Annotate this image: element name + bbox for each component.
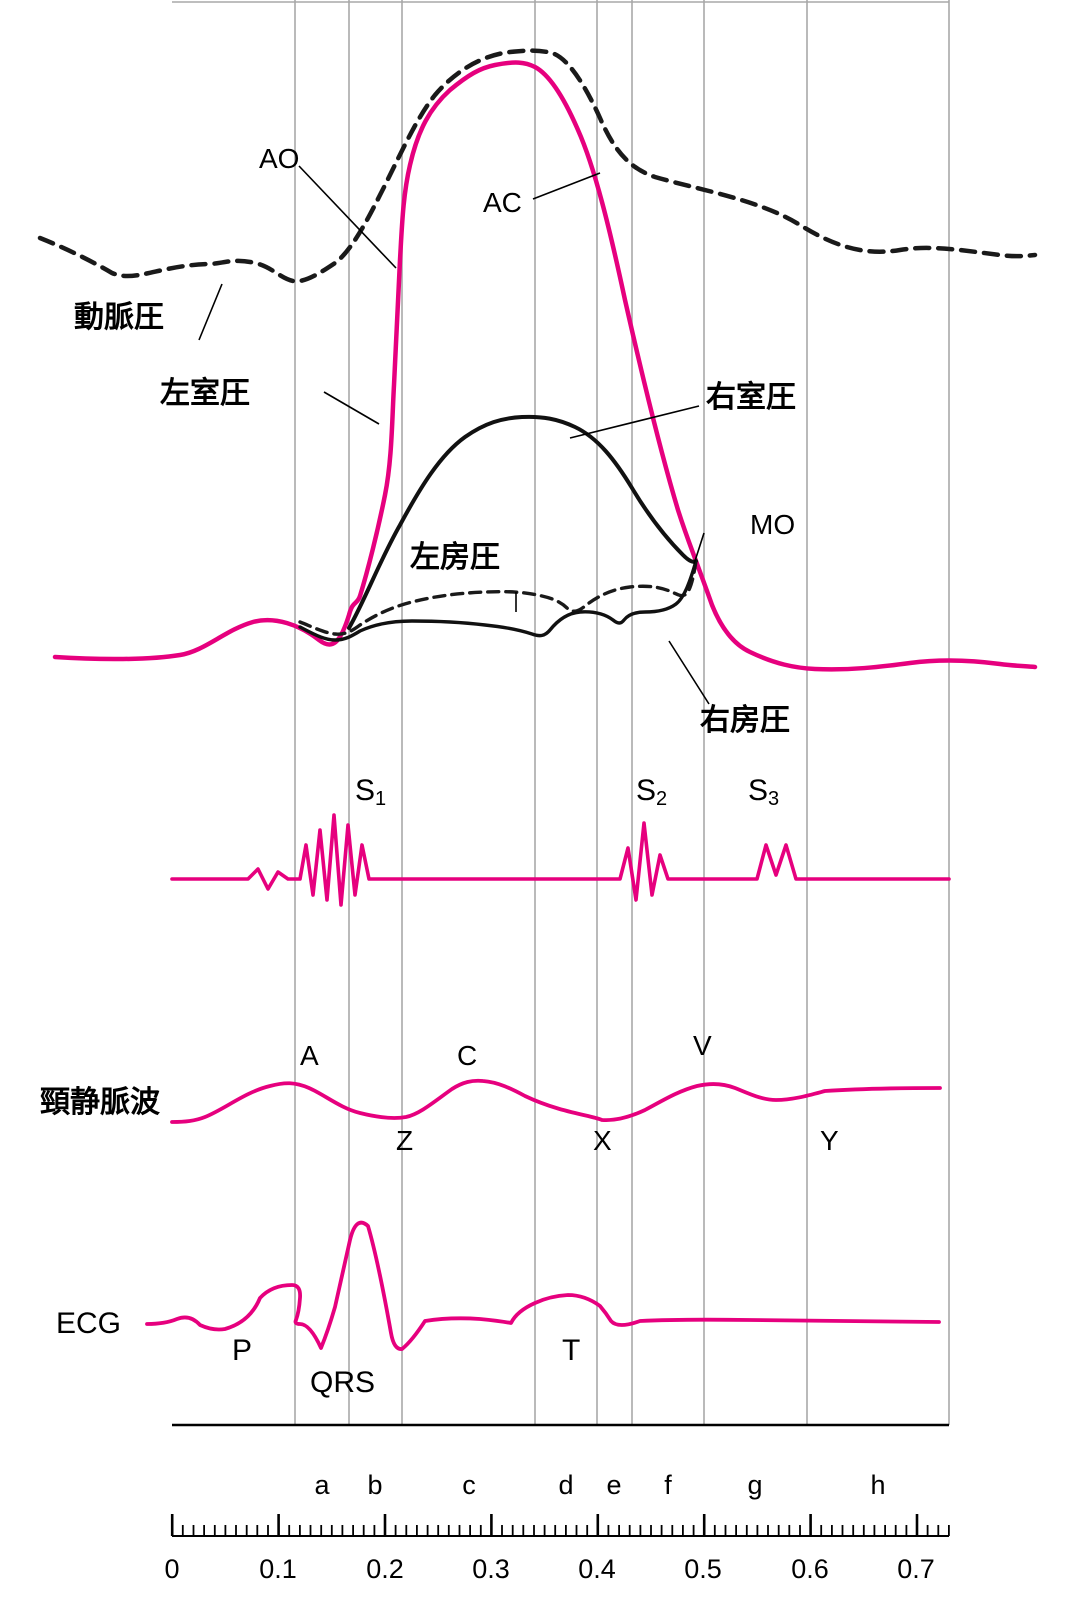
svg-text:h: h bbox=[870, 1470, 885, 1500]
svg-text:Z: Z bbox=[396, 1125, 413, 1156]
svg-text:AC: AC bbox=[483, 187, 522, 218]
svg-text:f: f bbox=[664, 1470, 672, 1500]
svg-text:QRS: QRS bbox=[310, 1366, 375, 1399]
svg-text:e: e bbox=[606, 1470, 621, 1500]
svg-text:0.3: 0.3 bbox=[472, 1554, 510, 1584]
svg-text:0.1: 0.1 bbox=[259, 1554, 297, 1584]
svg-text:右室圧: 右室圧 bbox=[706, 380, 796, 414]
svg-text:S3: S3 bbox=[748, 774, 779, 810]
svg-text:0.4: 0.4 bbox=[578, 1554, 616, 1584]
svg-text:a: a bbox=[314, 1470, 330, 1500]
svg-text:左室圧: 左室圧 bbox=[160, 376, 250, 410]
svg-text:0.2: 0.2 bbox=[366, 1554, 404, 1584]
svg-text:d: d bbox=[558, 1470, 573, 1500]
svg-text:0.5: 0.5 bbox=[684, 1554, 722, 1584]
svg-text:0: 0 bbox=[164, 1554, 179, 1584]
svg-text:X: X bbox=[593, 1125, 612, 1156]
svg-text:左房圧: 左房圧 bbox=[410, 541, 500, 574]
svg-text:b: b bbox=[367, 1470, 382, 1500]
svg-text:0.7: 0.7 bbox=[897, 1554, 935, 1584]
svg-text:S1: S1 bbox=[355, 774, 386, 810]
svg-text:V: V bbox=[693, 1030, 712, 1061]
svg-text:MO: MO bbox=[750, 509, 795, 540]
svg-text:S2: S2 bbox=[636, 774, 667, 810]
svg-text:P: P bbox=[232, 1334, 252, 1367]
svg-text:c: c bbox=[462, 1470, 476, 1500]
svg-text:0.6: 0.6 bbox=[791, 1554, 829, 1584]
svg-text:右房圧: 右房圧 bbox=[700, 704, 790, 737]
svg-text:C: C bbox=[457, 1040, 477, 1071]
svg-text:頸静脈波: 頸静脈波 bbox=[40, 1086, 161, 1119]
svg-text:A: A bbox=[300, 1040, 319, 1071]
svg-text:T: T bbox=[562, 1334, 580, 1367]
svg-text:動脈圧: 動脈圧 bbox=[74, 301, 164, 334]
svg-text:AO: AO bbox=[259, 143, 299, 174]
svg-text:Y: Y bbox=[820, 1125, 839, 1156]
svg-text:ECG: ECG bbox=[56, 1307, 121, 1340]
svg-text:g: g bbox=[747, 1470, 762, 1500]
